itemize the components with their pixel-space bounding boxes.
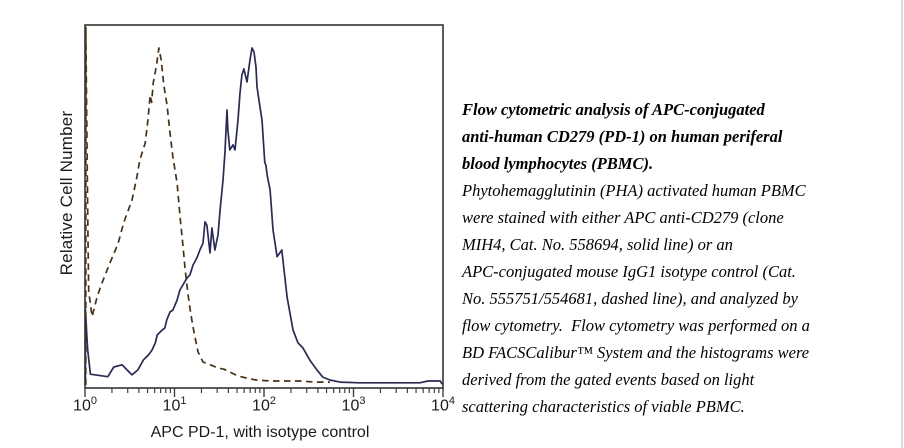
page-edge-line <box>901 0 903 448</box>
caption-body-line: MIH4, Cat. No. 558694, solid line) or an <box>462 235 733 254</box>
x-tick-label: 104 <box>431 395 455 415</box>
caption-title-line: anti-human CD279 (PD-1) on human perifer… <box>462 127 783 146</box>
figure-caption: Flow cytometric analysis of APC-conjugat… <box>462 96 894 420</box>
caption-body-line: Phytohemagglutinin (PHA) activated human… <box>462 181 806 200</box>
caption-body-line: APC-conjugated mouse IgG1 isotype contro… <box>462 262 796 281</box>
caption-title: Flow cytometric analysis of APC-conjugat… <box>462 96 894 177</box>
plot-frame <box>84 24 444 389</box>
x-axis-label: APC PD-1, with isotype control <box>150 424 370 441</box>
anti-cd279-solid-curve <box>84 47 444 385</box>
caption-body-line: BD FACSCalibur™ System and the histogram… <box>462 343 810 362</box>
caption-title-line: blood lymphocytes (PBMC). <box>462 154 654 173</box>
isotype-control-dashed-curve <box>84 26 330 385</box>
x-tick-label: 102 <box>252 395 276 415</box>
caption-body-line: flow cytometry. Flow cytometry was perfo… <box>462 316 810 335</box>
caption-body: Phytohemagglutinin (PHA) activated human… <box>462 177 894 420</box>
caption-body-line: No. 555751/554681, dashed line), and ana… <box>462 289 798 308</box>
x-tick-label: 101 <box>162 395 187 415</box>
histogram-chart: Relative Cell Number 100 101 102 103 104 APC… <box>57 24 455 441</box>
caption-title-line: Flow cytometric analysis of APC-conjugat… <box>462 100 765 119</box>
caption-body-line: were stained with either APC anti-CD279 … <box>462 208 784 227</box>
x-tick-label: 100 <box>73 395 97 415</box>
caption-body-line: scattering characteristics of viable PBM… <box>462 397 745 416</box>
x-tick-label: 103 <box>341 395 366 415</box>
caption-body-line: derived from the gated events based on l… <box>462 370 755 389</box>
y-axis-label: Relative Cell Number <box>57 110 76 276</box>
histogram-plot <box>84 24 444 397</box>
